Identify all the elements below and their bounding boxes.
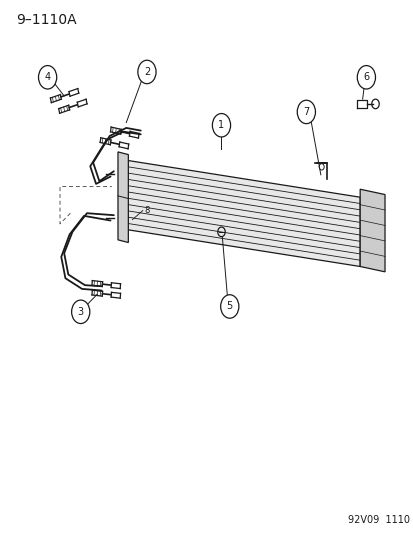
Circle shape: [38, 66, 57, 89]
Polygon shape: [124, 160, 359, 266]
Text: 7: 7: [302, 107, 309, 117]
Circle shape: [212, 114, 230, 137]
Text: 92V09  1110: 92V09 1110: [347, 515, 409, 525]
Text: 4: 4: [45, 72, 50, 82]
Text: 5: 5: [226, 302, 233, 311]
Text: 8: 8: [144, 206, 149, 215]
Circle shape: [71, 300, 90, 324]
Circle shape: [297, 100, 315, 124]
Circle shape: [220, 295, 238, 318]
Text: 2: 2: [143, 67, 150, 77]
Text: 1: 1: [218, 120, 224, 130]
Text: 3: 3: [78, 307, 83, 317]
Polygon shape: [118, 152, 128, 243]
Text: 9–1110A: 9–1110A: [17, 13, 77, 27]
Text: 6: 6: [363, 72, 368, 82]
Circle shape: [138, 60, 156, 84]
Circle shape: [356, 66, 375, 89]
Polygon shape: [359, 189, 384, 272]
